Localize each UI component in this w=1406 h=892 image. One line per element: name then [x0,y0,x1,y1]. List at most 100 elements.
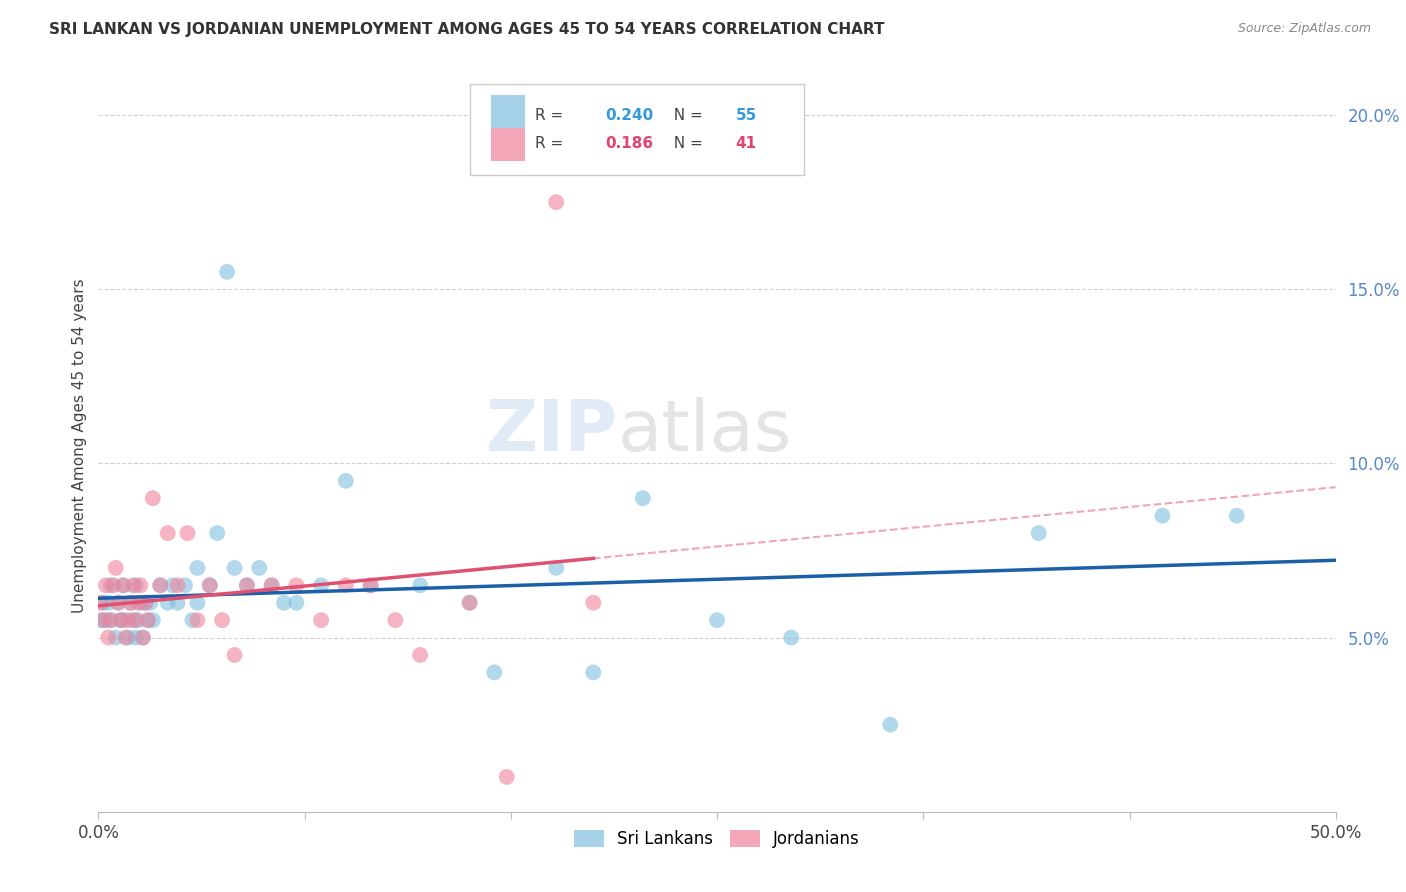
Jordanians [90,596,112,610]
Jordanians [211,613,233,627]
Sri Lankans [582,665,605,680]
Sri Lankans [124,578,146,592]
Sri Lankans [110,613,132,627]
Sri Lankans [93,596,115,610]
Sri Lankans [273,596,295,610]
Sri Lankans [122,613,145,627]
Sri Lankans [260,578,283,592]
Sri Lankans [136,613,159,627]
Sri Lankans [156,596,179,610]
Sri Lankans [409,578,432,592]
Sri Lankans [104,631,127,645]
Sri Lankans [120,596,142,610]
Jordanians [97,631,120,645]
Sri Lankans [100,578,122,592]
Jordanians [260,578,283,592]
Sri Lankans [142,613,165,627]
Sri Lankans [134,596,156,610]
Sri Lankans [162,578,184,592]
Sri Lankans [236,578,259,592]
Jordanians [309,613,332,627]
Jordanians [103,578,125,592]
Jordanians [335,578,357,592]
Sri Lankans [112,613,135,627]
Sri Lankans [97,596,120,610]
Jordanians [142,491,165,506]
Jordanians [122,578,145,592]
Text: R =: R = [536,136,574,152]
Text: 0.240: 0.240 [606,108,654,123]
Sri Lankans [166,596,188,610]
Text: 0.186: 0.186 [606,136,654,152]
Sri Lankans [458,596,481,610]
FancyBboxPatch shape [470,84,804,176]
Sri Lankans [224,561,246,575]
Sri Lankans [335,474,357,488]
Sri Lankans [217,265,239,279]
Bar [491,128,526,161]
Text: R =: R = [536,108,574,123]
Sri Lankans [1152,508,1174,523]
Y-axis label: Unemployment Among Ages 45 to 54 years: Unemployment Among Ages 45 to 54 years [72,278,87,614]
Sri Lankans [139,596,162,610]
Jordanians [149,578,172,592]
Jordanians [198,578,221,592]
Sri Lankans [127,613,149,627]
Sri Lankans [205,526,228,541]
Sri Lankans [780,631,803,645]
Jordanians [224,648,246,662]
Sri Lankans [1028,526,1050,541]
Bar [491,95,526,128]
Sri Lankans [174,578,197,592]
Jordanians [114,631,136,645]
Jordanians [110,613,132,627]
Text: atlas: atlas [619,397,793,466]
Sri Lankans [247,561,270,575]
Jordanians [117,613,139,627]
Jordanians [132,631,155,645]
Jordanians [360,578,382,592]
Sri Lankans [484,665,506,680]
Jordanians [582,596,605,610]
Jordanians [166,578,188,592]
Text: 41: 41 [735,136,756,152]
Text: N =: N = [664,108,707,123]
Sri Lankans [149,578,172,592]
Jordanians [93,613,115,627]
Text: SRI LANKAN VS JORDANIAN UNEMPLOYMENT AMONG AGES 45 TO 54 YEARS CORRELATION CHART: SRI LANKAN VS JORDANIAN UNEMPLOYMENT AMO… [49,22,884,37]
Sri Lankans [186,596,208,610]
Sri Lankans [360,578,382,592]
Jordanians [546,195,568,210]
Jordanians [458,596,481,610]
Sri Lankans [309,578,332,592]
Jordanians [94,578,117,592]
Sri Lankans [546,561,568,575]
Sri Lankans [631,491,654,506]
Sri Lankans [129,596,152,610]
Jordanians [495,770,517,784]
Sri Lankans [181,613,204,627]
Jordanians [107,596,129,610]
Jordanians [104,561,127,575]
Sri Lankans [107,596,129,610]
Jordanians [127,596,149,610]
Sri Lankans [285,596,308,610]
Jordanians [156,526,179,541]
Jordanians [409,648,432,662]
Sri Lankans [94,613,117,627]
Jordanians [136,613,159,627]
Sri Lankans [132,631,155,645]
Sri Lankans [124,631,146,645]
Sri Lankans [90,613,112,627]
Sri Lankans [1226,508,1249,523]
Text: Source: ZipAtlas.com: Source: ZipAtlas.com [1237,22,1371,36]
Text: N =: N = [664,136,707,152]
Jordanians [236,578,259,592]
Jordanians [186,613,208,627]
Legend: Sri Lankans, Jordanians: Sri Lankans, Jordanians [568,823,866,855]
Text: ZIP: ZIP [486,397,619,466]
Jordanians [129,578,152,592]
Jordanians [285,578,308,592]
Jordanians [384,613,406,627]
Sri Lankans [186,561,208,575]
